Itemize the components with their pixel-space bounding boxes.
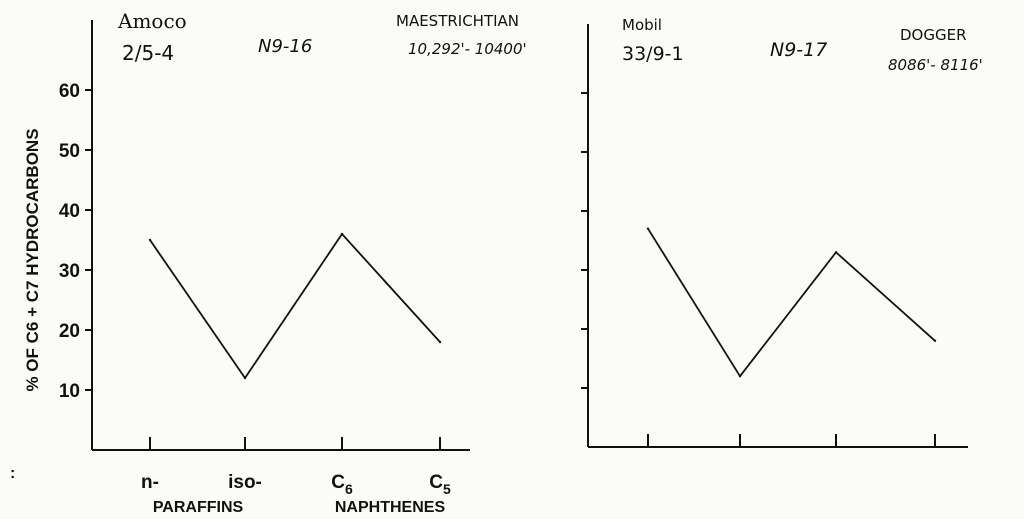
y-tick-label: 60 (59, 81, 80, 102)
x-tick-label: n- (141, 472, 159, 493)
left-panel-header: Amoco 2/5-4 N9-16 MAESTRICHTIAN 10,292'-… (117, 9, 527, 65)
y-tick-label: 20 (59, 321, 80, 342)
y-tick-label: 40 (59, 201, 80, 222)
data-point (933, 339, 937, 342)
right-well: 33/9-1 (622, 43, 684, 65)
left-depth: 10,292'- 10400' (408, 40, 527, 58)
data-point (438, 340, 442, 344)
right-panel-plot (581, 24, 968, 448)
y-tick-label: 30 (59, 261, 80, 282)
series-line (647, 228, 936, 378)
right-depth: 8086'- 8116' (888, 56, 983, 74)
data-point (834, 251, 838, 254)
y-axis-label: % OF C6 + C7 HYDROCARBONS (23, 128, 42, 391)
data-point (148, 238, 152, 242)
series-line (149, 233, 441, 379)
right-sample: N9-17 (770, 39, 827, 61)
right-formation: DOGGER (900, 26, 967, 44)
data-point (340, 232, 344, 236)
y-tick-label: 10 (59, 381, 80, 402)
left-panel-plot: 10 20 30 40 50 60 n-iso- C6 C5 (59, 20, 470, 497)
x-tick-label: iso- (228, 472, 262, 493)
left-well: 2/5-4 (122, 41, 174, 65)
y-tick-label: 50 (59, 141, 80, 162)
data-point (646, 227, 650, 230)
left-sample: N9-16 (258, 36, 312, 57)
data-point (738, 375, 742, 378)
right-company: Mobil (622, 16, 662, 34)
scan-mark: : (10, 465, 15, 482)
left-formation: MAESTRICHTIAN (396, 12, 519, 30)
x-tick-label: C6 (331, 472, 353, 497)
x-tick-label: C5 (429, 472, 451, 497)
data-point (243, 376, 247, 380)
group-label-naphthenes: NAPHTHENES (335, 499, 446, 516)
right-panel-header: Mobil 33/9-1 N9-17 DOGGER 8086'- 8116' (622, 16, 983, 74)
group-label-paraffins: PARAFFINS (153, 499, 244, 516)
left-company: Amoco (117, 9, 187, 33)
